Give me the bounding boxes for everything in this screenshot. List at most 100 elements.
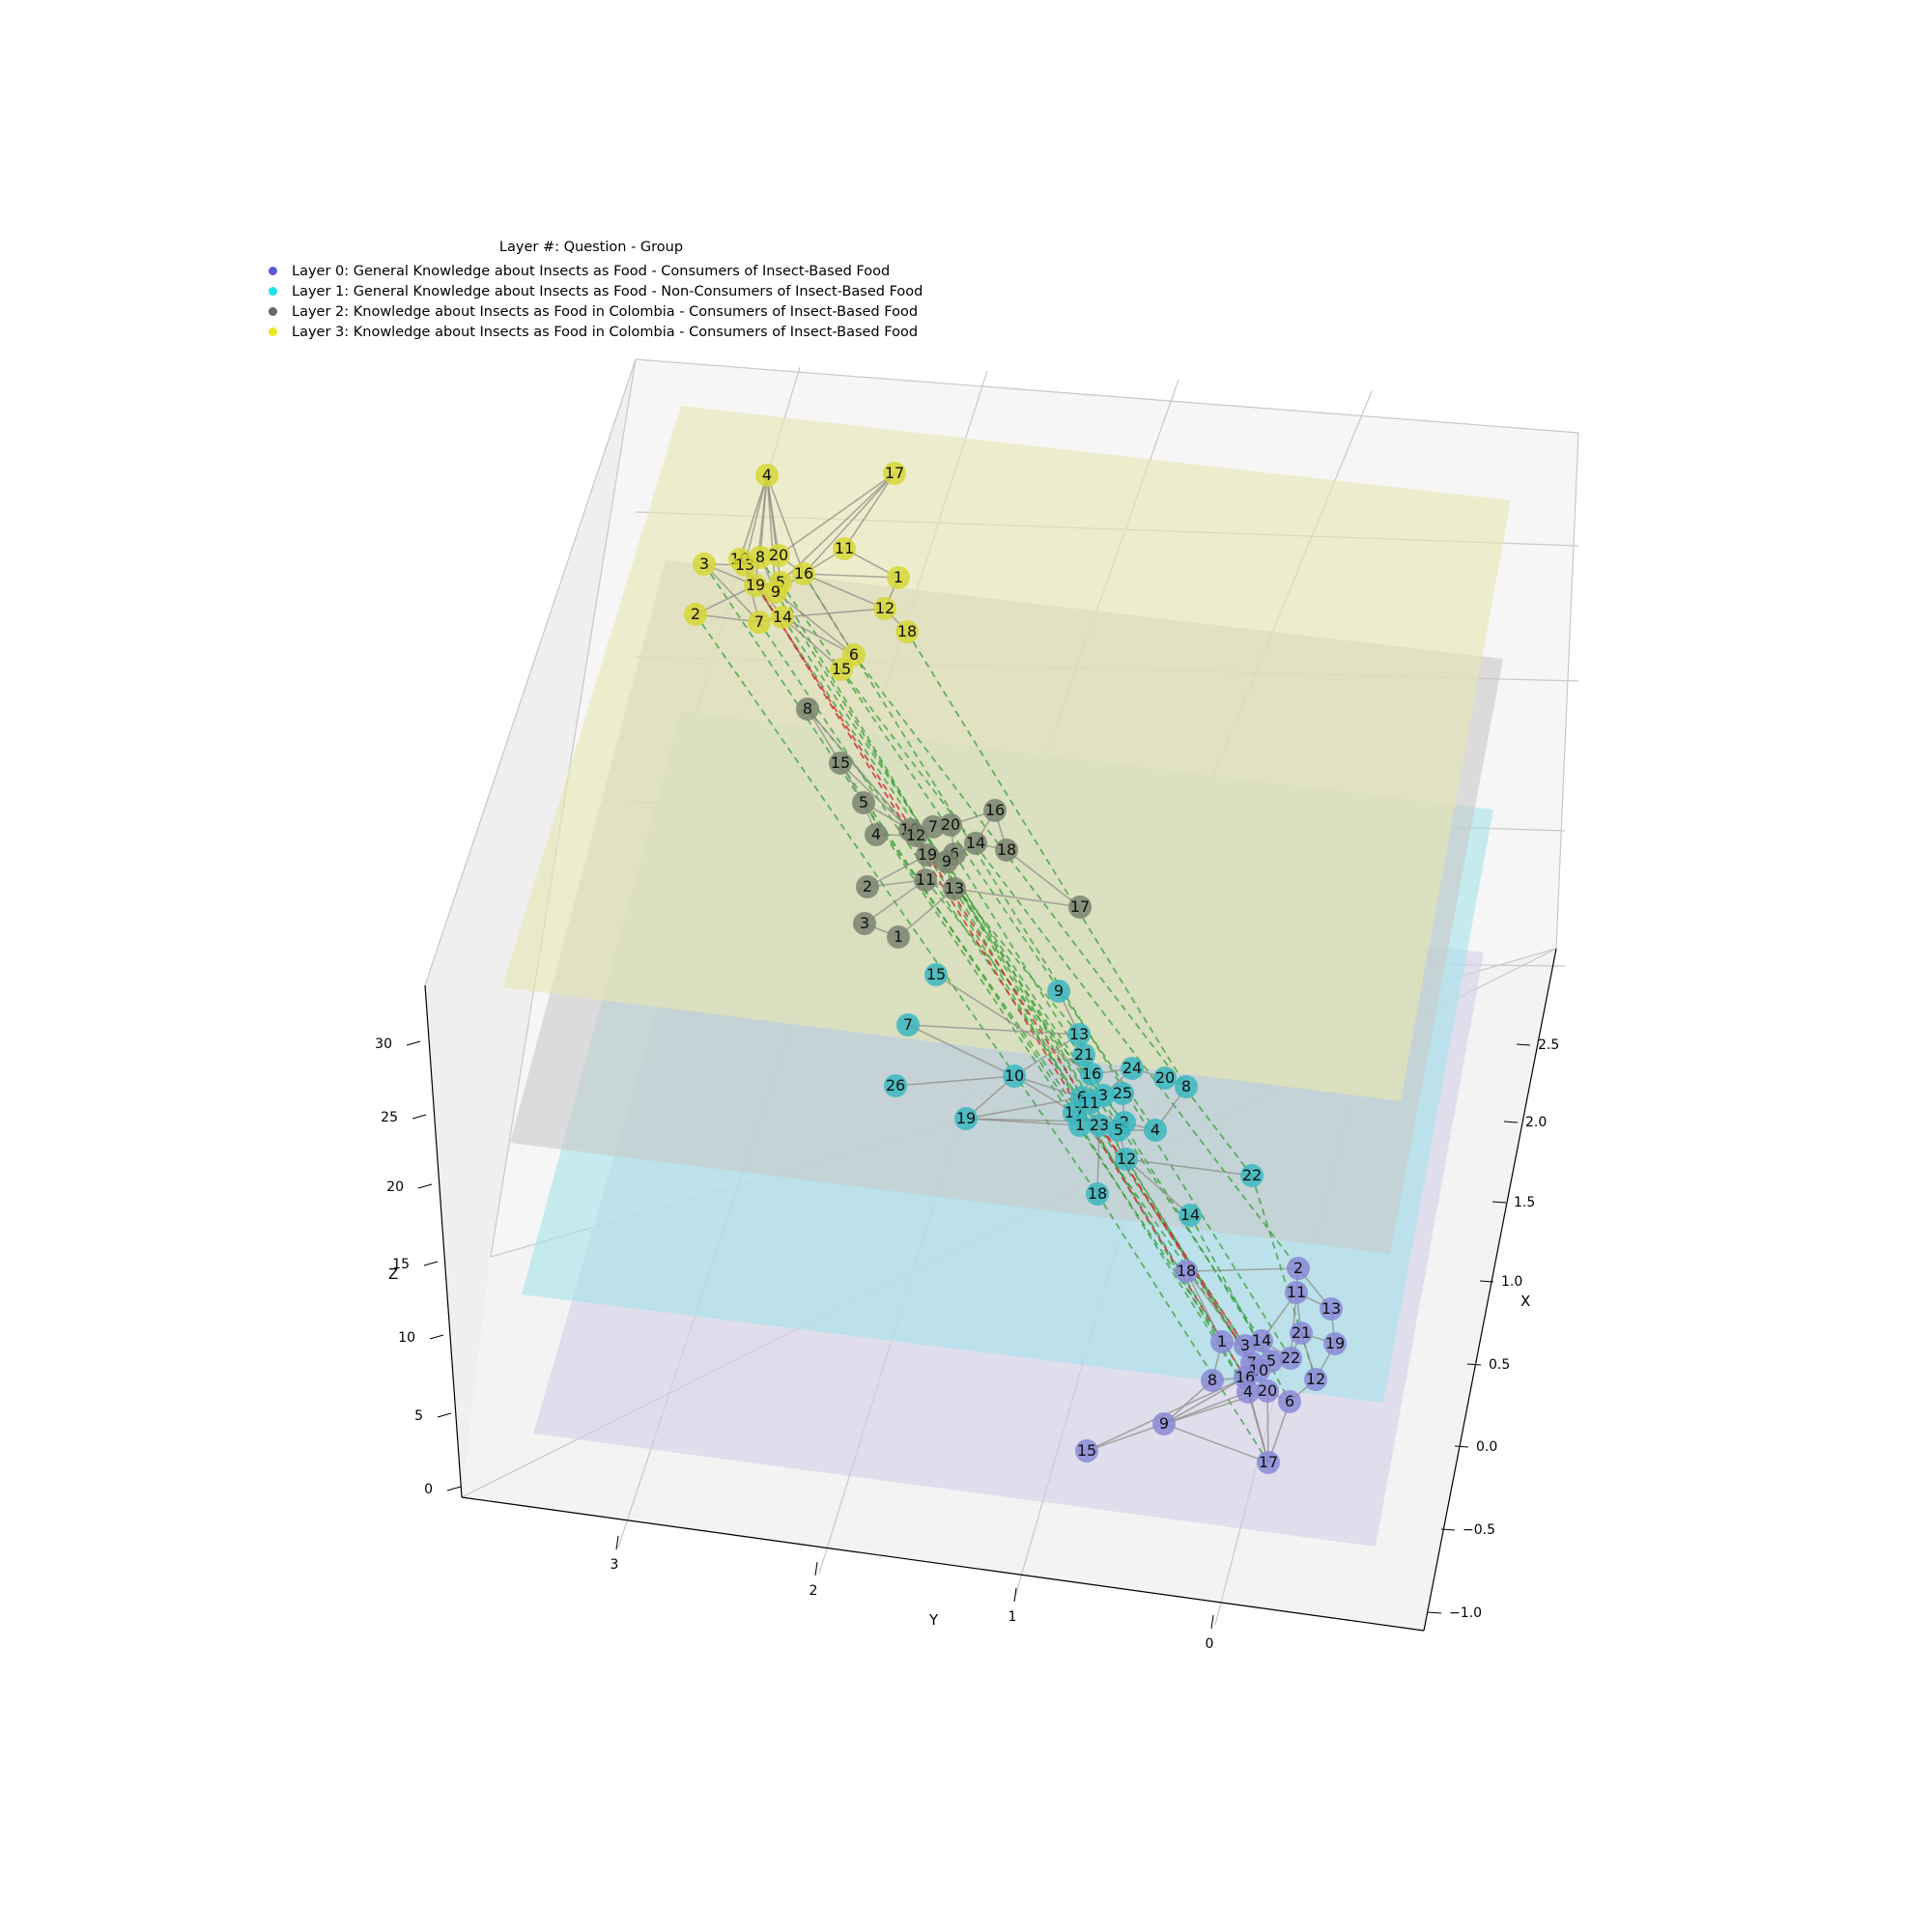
layer-0-edge bbox=[1185, 1270, 1223, 1343]
z-axis-label: Z bbox=[388, 1265, 398, 1283]
node-marker bbox=[1323, 1332, 1347, 1355]
interlayer-edge bbox=[739, 558, 1253, 1364]
layer-1-edge bbox=[907, 1024, 1015, 1077]
legend-entry-layer-0: Layer 0: General Knowledge about Insects… bbox=[263, 261, 923, 281]
layer-3-plane bbox=[502, 406, 1511, 1101]
node-label: 1 bbox=[1217, 1332, 1227, 1350]
layer-0-edge bbox=[1266, 1390, 1269, 1463]
x-tick bbox=[1479, 1280, 1494, 1283]
y-axis-line bbox=[461, 1496, 1425, 1632]
layer-0-node-13: 13 bbox=[1320, 1297, 1343, 1321]
node-label: 19 bbox=[746, 576, 765, 594]
layer-3-edge bbox=[778, 472, 895, 556]
z-tick bbox=[417, 1183, 433, 1189]
layer-1-edge bbox=[1125, 1158, 1191, 1216]
layer-1-node-5: 5 bbox=[1107, 1119, 1130, 1142]
x-axis-line bbox=[1423, 948, 1557, 1632]
layer-0-node-12: 12 bbox=[1304, 1368, 1327, 1391]
interlayer-edge bbox=[695, 613, 1098, 1195]
node-marker bbox=[895, 620, 919, 643]
node-marker bbox=[1278, 1390, 1301, 1413]
node-marker bbox=[1068, 895, 1092, 919]
interlayer-edge bbox=[759, 556, 1100, 1126]
node-marker bbox=[1072, 1043, 1095, 1066]
layer-0-node-8: 8 bbox=[1201, 1369, 1224, 1392]
layer-2-node-18: 18 bbox=[995, 838, 1018, 862]
layer-3-edge bbox=[744, 474, 768, 566]
node-marker bbox=[1144, 1119, 1167, 1142]
network-nodes: 2111318211913142275101281642069151715971… bbox=[684, 462, 1347, 1474]
x-tick-label: 2.0 bbox=[1525, 1115, 1547, 1130]
x-tick bbox=[1454, 1445, 1469, 1448]
layer-3-node-20: 20 bbox=[767, 544, 790, 567]
layer-2-node-4: 4 bbox=[865, 823, 888, 846]
layer-1-node-21: 21 bbox=[1072, 1043, 1095, 1066]
interlayer-edge bbox=[758, 621, 1246, 1347]
layer-1-edge bbox=[1013, 1075, 1083, 1098]
layer-0-edge bbox=[1086, 1423, 1165, 1452]
layer-0-node-4: 4 bbox=[1236, 1380, 1260, 1404]
layer-1-node-8: 8 bbox=[1175, 1075, 1198, 1098]
node-marker bbox=[922, 815, 945, 838]
node-marker bbox=[896, 1013, 920, 1037]
node-label: 9 bbox=[942, 852, 952, 870]
layer-3-edge bbox=[781, 616, 855, 656]
y-tick-label: 3 bbox=[611, 1557, 619, 1573]
interlayer-edge bbox=[906, 631, 1187, 1088]
interlayer-edge bbox=[744, 564, 1246, 1378]
node-label: 26 bbox=[886, 1076, 905, 1094]
node-marker bbox=[1078, 1092, 1101, 1115]
z-axis-line bbox=[424, 984, 463, 1498]
node-label: 19 bbox=[918, 845, 937, 864]
z-tick bbox=[429, 1334, 444, 1340]
node-marker bbox=[983, 799, 1007, 822]
node-label: 6 bbox=[1285, 1392, 1294, 1410]
node-label: 12 bbox=[1117, 1150, 1136, 1168]
layer-0-node-15: 15 bbox=[1075, 1439, 1098, 1463]
layer-0-edge bbox=[1247, 1391, 1269, 1463]
layer-3-node-3: 3 bbox=[693, 553, 716, 576]
node-marker bbox=[767, 544, 790, 567]
node-label: 4 bbox=[1243, 1382, 1253, 1401]
layer-2-node-17: 17 bbox=[1068, 895, 1092, 919]
node-label: 11 bbox=[1080, 1094, 1099, 1112]
interlayer-edge bbox=[1096, 1193, 1269, 1463]
node-label: 4 bbox=[1151, 1121, 1160, 1139]
node-label: 15 bbox=[926, 965, 946, 983]
node-label: 9 bbox=[771, 582, 781, 601]
layer-0-node-2: 2 bbox=[1287, 1257, 1310, 1280]
layer-3-edge bbox=[803, 472, 895, 575]
node-label: 19 bbox=[956, 1109, 976, 1127]
node-marker bbox=[1179, 1204, 1202, 1227]
layer-2-node-8: 8 bbox=[796, 697, 819, 721]
layer-0-node-11: 11 bbox=[1285, 1281, 1308, 1304]
node-label: 14 bbox=[1180, 1206, 1200, 1224]
node-label: 15 bbox=[1077, 1441, 1096, 1460]
node-marker bbox=[943, 877, 966, 900]
node-label: 20 bbox=[1258, 1381, 1277, 1400]
node-label: 22 bbox=[1242, 1166, 1262, 1184]
gridline bbox=[635, 358, 1579, 434]
layer-3-edge bbox=[766, 474, 805, 575]
node-label: 8 bbox=[803, 699, 812, 718]
layer-planes bbox=[502, 406, 1511, 1547]
node-marker bbox=[852, 791, 875, 814]
node-marker bbox=[1279, 1347, 1302, 1370]
legend-entry-layer-3: Layer 3: Knowledge about Insects as Food… bbox=[263, 322, 923, 342]
layer-1-node-13: 13 bbox=[1067, 1023, 1091, 1046]
node-label: 7 bbox=[903, 1015, 913, 1034]
x-tick bbox=[1466, 1363, 1482, 1366]
node-label: 4 bbox=[762, 466, 772, 484]
z-tick-label: 15 bbox=[392, 1257, 410, 1272]
z-tick-label: 30 bbox=[375, 1037, 392, 1052]
z-tick-label: 5 bbox=[414, 1408, 423, 1424]
layer-2-node-13: 13 bbox=[943, 877, 966, 900]
node-label: 3 bbox=[699, 554, 709, 573]
node-marker bbox=[865, 823, 888, 846]
node-label: 21 bbox=[1074, 1045, 1094, 1064]
node-label: 11 bbox=[835, 539, 854, 557]
node-marker bbox=[796, 697, 819, 721]
node-marker bbox=[684, 603, 707, 626]
node-label: 9 bbox=[1054, 981, 1064, 1000]
